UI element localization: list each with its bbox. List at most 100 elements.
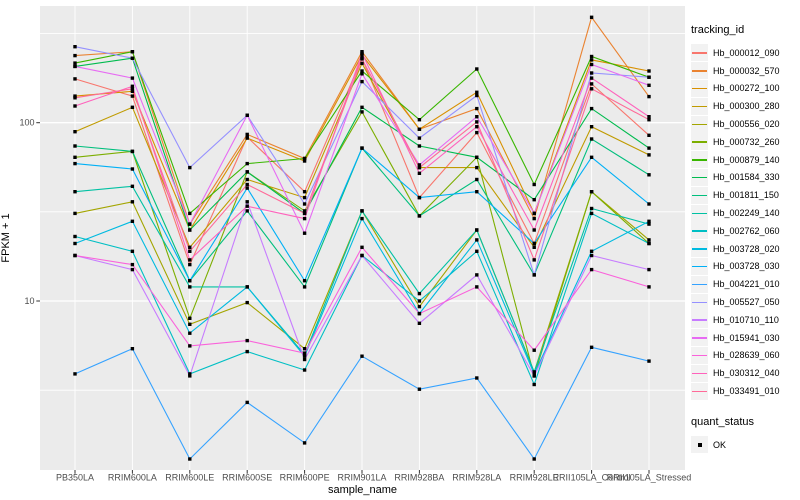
data-point-Hb_003728_030: [647, 202, 651, 206]
data-point-Hb_005527_050: [73, 45, 77, 49]
data-point-Hb_005527_050: [647, 75, 651, 79]
data-point-Hb_000300_280: [532, 245, 536, 249]
data-point-Hb_000032_570: [475, 106, 479, 111]
data-point-Hb_030312_040: [532, 228, 536, 232]
data-point-Hb_033491_010: [360, 57, 364, 61]
data-point-Hb_033491_010: [188, 249, 192, 253]
legend-label: Hb_000012_090: [713, 47, 780, 58]
legend-entry: Hb_003728_020: [691, 240, 799, 258]
legend-key: [691, 168, 708, 186]
data-point-Hb_000032_570: [647, 94, 651, 99]
data-point-Hb_004221_010: [417, 387, 422, 391]
data-point-Hb_033491_010: [475, 120, 479, 124]
quant-status-entry: OK: [691, 436, 799, 454]
legend-label: Hb_005527_050: [713, 297, 780, 308]
x-tick-label: RRIM928BA: [394, 473, 444, 483]
data-point-Hb_028639_060: [73, 253, 77, 258]
data-point-Hb_004221_010: [589, 345, 594, 349]
legend-key-line: [692, 354, 707, 357]
legend-label: Hb_028639_060: [713, 350, 780, 361]
quant-status-legend-title: quant_status: [691, 415, 754, 428]
data-point-Hb_030312_040: [647, 115, 651, 119]
data-point-Hb_000556_020: [73, 211, 77, 216]
data-point-Hb_010710_110: [130, 267, 135, 272]
data-point-Hb_003728_020: [475, 238, 479, 242]
legend-key-line: [692, 390, 707, 393]
data-point-Hb_030312_040: [73, 104, 77, 108]
legend-key: [691, 97, 708, 115]
data-point-Hb_000556_020: [245, 300, 249, 305]
legend-entry: Hb_004221_010: [691, 275, 799, 293]
data-point-Hb_015941_030: [532, 211, 536, 216]
data-point-Hb_003728_030: [475, 190, 479, 194]
data-point-Hb_003728_020: [647, 219, 651, 223]
x-tick-label: RRIM600PE: [280, 473, 330, 483]
legend-entry: Hb_005527_050: [691, 293, 799, 311]
data-point-Hb_000012_090: [302, 190, 307, 194]
data-point-Hb_010710_110: [245, 200, 249, 204]
legend-key-line: [692, 123, 707, 126]
legend-label: Hb_033491_010: [713, 386, 780, 397]
data-point-Hb_028639_060: [417, 311, 422, 316]
legend-label: Hb_004221_010: [713, 279, 780, 290]
legend-label: Hb_000732_260: [713, 136, 780, 147]
data-point-Hb_002249_140: [475, 228, 479, 232]
data-point-Hb_001584_330: [475, 155, 479, 159]
data-point-Hb_015941_030: [130, 76, 135, 80]
data-point-Hb_028639_060: [647, 285, 651, 289]
data-point-Hb_000879_140: [532, 182, 536, 187]
legend-entry: Hb_003728_030: [691, 257, 799, 276]
data-point-Hb_000272_100: [417, 127, 422, 131]
legend-key: [691, 62, 708, 80]
y-axis-title: FPKM + 1: [0, 213, 12, 263]
data-point-Hb_001811_150: [302, 285, 307, 289]
data-point-Hb_030312_040: [589, 76, 594, 80]
data-point-Hb_004221_010: [532, 457, 536, 461]
x-axis-title: sample_name: [327, 484, 398, 496]
legend-key-line: [692, 70, 707, 72]
data-point-Hb_000300_280: [130, 105, 135, 109]
data-point-Hb_030312_040: [302, 216, 307, 221]
x-tick-label: RRIM600LA: [108, 473, 157, 483]
legend-key-line: [692, 52, 707, 54]
legend-key: [691, 311, 708, 329]
data-point-Hb_001584_330: [532, 198, 536, 202]
data-point-Hb_003728_030: [130, 167, 135, 171]
legend-key: [691, 364, 708, 382]
data-point-Hb_000012_090: [475, 130, 479, 135]
data-point-Hb_004221_010: [360, 354, 364, 358]
quant-status-label: OK: [713, 439, 727, 450]
data-point-Hb_030312_040: [130, 84, 135, 88]
data-point-Hb_000012_090: [589, 82, 594, 86]
legend-entry: Hb_033491_010: [691, 382, 799, 400]
data-point-Hb_000272_100: [130, 89, 135, 93]
legend-key: [691, 115, 708, 133]
legend-key-line: [692, 265, 707, 268]
data-point-Hb_028639_060: [475, 285, 479, 289]
data-point-Hb_002762_060: [589, 211, 594, 216]
data-point-Hb_033491_010: [130, 87, 135, 91]
data-point-Hb_002762_060: [475, 249, 479, 253]
data-point-Hb_003728_030: [417, 195, 422, 200]
data-point-Hb_005527_050: [360, 79, 364, 84]
x-tick-label: RRIM928LE: [510, 473, 559, 483]
data-point-Hb_003728_020: [302, 354, 307, 358]
data-point-Hb_000272_100: [302, 159, 307, 163]
legend-key: [691, 240, 708, 258]
data-point-Hb_003728_030: [532, 241, 536, 246]
data-point-Hb_000732_260: [589, 190, 594, 194]
data-point-Hb_000879_140: [73, 61, 77, 65]
legend-key: [691, 293, 708, 311]
legend-label: Hb_002762_060: [713, 225, 780, 236]
data-point-Hb_004221_010: [302, 441, 307, 445]
legend-entry: Hb_000300_280: [691, 97, 799, 115]
data-point-Hb_002762_060: [532, 382, 536, 387]
data-point-Hb_028639_060: [360, 245, 364, 249]
data-point-Hb_000012_090: [188, 262, 192, 267]
legend-title: tracking_id: [691, 24, 745, 36]
data-point-Hb_000300_280: [360, 61, 364, 66]
data-point-Hb_033491_010: [647, 118, 651, 122]
legend-key: [691, 346, 708, 364]
data-point-Hb_002249_140: [532, 370, 536, 374]
